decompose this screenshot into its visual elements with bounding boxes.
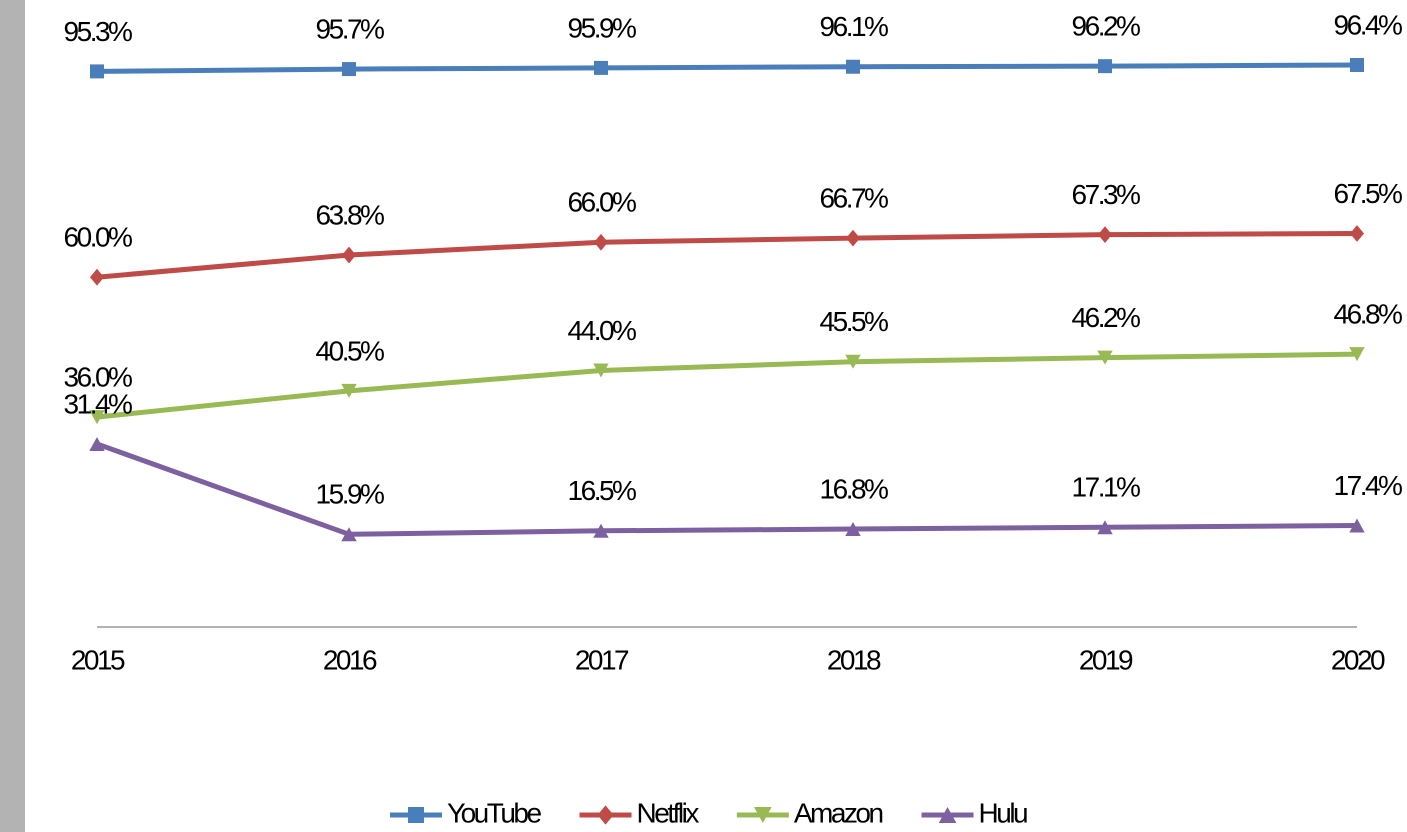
marker [593, 363, 609, 378]
legend-label: YouTube [447, 797, 541, 828]
data-label: 44.0% [568, 315, 636, 346]
legend-label: Amazon [794, 797, 883, 828]
data-label: 60.0% [64, 222, 132, 253]
data-label: 95.7% [316, 13, 384, 44]
data-label: 66.0% [568, 187, 636, 218]
marker [845, 354, 861, 369]
data-label: 46.2% [1072, 302, 1140, 333]
marker [1350, 57, 1364, 72]
data-label: 96.1% [820, 11, 888, 42]
data-label: 66.7% [820, 183, 888, 214]
data-label: 45.5% [820, 306, 888, 337]
marker [1098, 59, 1112, 74]
data-label: 16.5% [568, 475, 636, 506]
data-label: 95.3% [64, 16, 132, 47]
marker [342, 246, 356, 264]
marker [593, 523, 609, 538]
x-tick-label: 2016 [323, 644, 377, 675]
marker [846, 59, 860, 74]
data-label: 95.9% [568, 12, 636, 43]
data-label: 40.5% [316, 335, 384, 366]
x-tick-label: 2018 [827, 644, 881, 675]
marker [90, 64, 104, 79]
data-label: 36.0% [64, 362, 132, 393]
marker [846, 229, 860, 247]
legend-marker [597, 805, 614, 825]
marker [342, 62, 356, 77]
series-line [96, 441, 1358, 537]
x-tick-label: 2020 [1331, 644, 1385, 675]
x-tick-label: 2015 [71, 644, 125, 675]
legend-marker [408, 807, 424, 823]
series-line [96, 62, 1358, 74]
series-line [96, 230, 1358, 280]
marker [89, 410, 105, 425]
marker [341, 527, 357, 542]
data-label: 67.5% [1334, 178, 1402, 209]
marker [845, 522, 861, 537]
data-label: 67.3% [1072, 179, 1140, 210]
x-tick-label: 2017 [575, 644, 629, 675]
marker [594, 60, 608, 75]
marker [90, 268, 104, 286]
side-bar [0, 0, 25, 832]
series-line [96, 351, 1358, 420]
marker [1350, 225, 1364, 242]
data-label: 17.1% [1072, 472, 1140, 503]
legend-marker [754, 807, 772, 823]
marker [1349, 518, 1365, 533]
marker [341, 383, 357, 398]
data-label: 17.4% [1334, 470, 1402, 501]
legend-marker [938, 807, 957, 823]
legend-label: Hulu [979, 797, 1028, 828]
data-label: 96.2% [1072, 11, 1140, 42]
data-label: 63.8% [316, 199, 384, 230]
marker [1097, 520, 1113, 535]
data-label: 16.8% [820, 473, 888, 504]
data-label: 96.4% [1334, 9, 1402, 40]
data-label: 15.9% [316, 479, 384, 510]
data-label: 31.4% [64, 388, 132, 419]
marker [1098, 226, 1112, 244]
marker [594, 233, 608, 251]
marker [1097, 350, 1113, 365]
marker [1349, 347, 1365, 362]
marker [89, 436, 105, 451]
data-label: 46.8% [1334, 299, 1402, 330]
legend-label: Netflix [637, 797, 700, 828]
x-tick-label: 2019 [1079, 644, 1133, 675]
